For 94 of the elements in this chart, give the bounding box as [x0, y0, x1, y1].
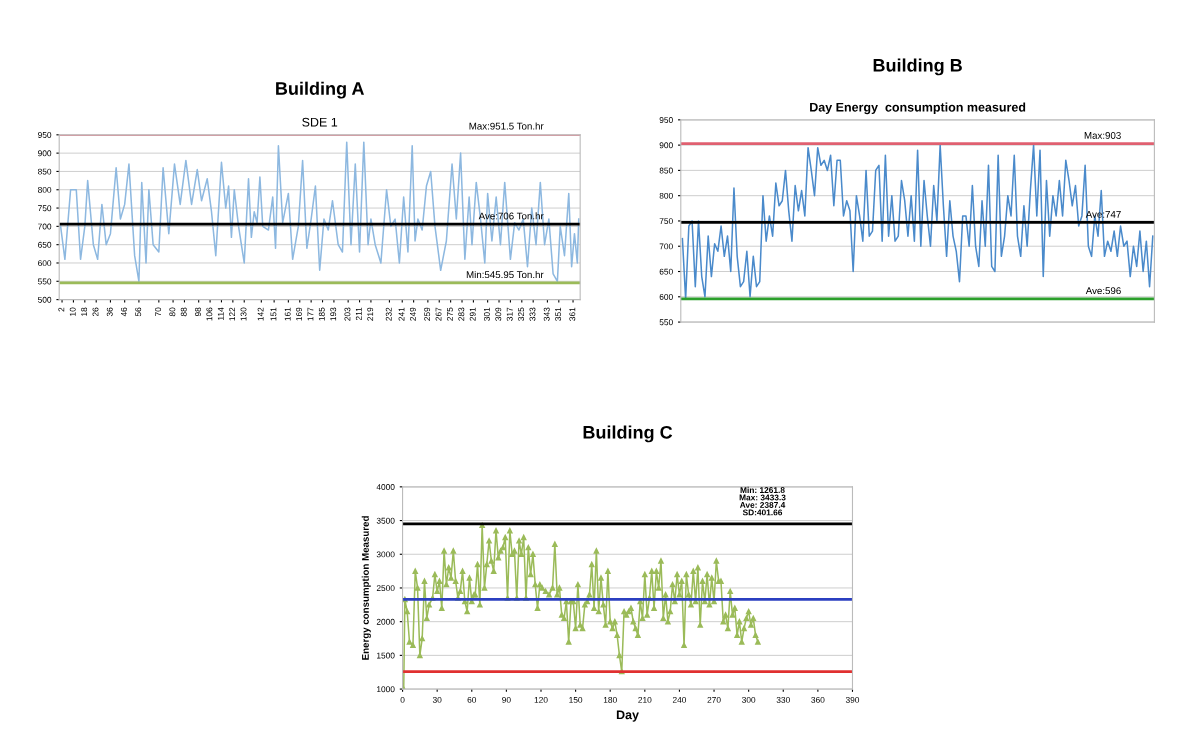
- ref-line-label: Min:545.95 Ton.hr: [466, 270, 544, 279]
- y-tick-label: 550: [659, 319, 673, 326]
- x-tick-label: 98: [195, 307, 201, 317]
- x-tick-label: 309: [495, 307, 502, 321]
- x-tick-label: 232: [385, 307, 392, 321]
- x-tick-label: 122: [229, 307, 236, 321]
- y-tick-label: 550: [37, 278, 52, 285]
- x-tick-label: 46: [121, 307, 127, 317]
- x-tick-label: 36: [106, 307, 113, 317]
- x-tick-label: 88: [180, 307, 187, 317]
- x-tick-label: 361: [569, 307, 576, 321]
- y-tick-label: 900: [38, 150, 52, 157]
- y-tick-label: 800: [38, 186, 52, 193]
- x-tick-label: 60: [467, 696, 477, 703]
- x-tick-label: 317: [506, 307, 513, 321]
- x-tick-label: 343: [543, 307, 550, 321]
- y-tick-label: 750: [38, 205, 52, 212]
- x-tick-label: 185: [318, 307, 325, 321]
- y-tick-label: 900: [659, 142, 673, 149]
- x-tick-label: 267: [435, 307, 442, 321]
- y-tick-label: 950: [38, 132, 52, 138]
- x-tick-label: 120: [534, 696, 548, 703]
- chart-title: Building B: [873, 58, 962, 76]
- x-tick-label: 0: [400, 696, 405, 703]
- y-tick-label: 600: [659, 293, 673, 300]
- x-tick-label: 106: [206, 307, 213, 321]
- x-tick-label: 30: [432, 696, 442, 703]
- x-tick-label: 211: [355, 307, 362, 321]
- x-tick-label: 177: [307, 307, 314, 321]
- x-tick-label: 351: [555, 307, 562, 321]
- x-tick-label: 142: [257, 307, 264, 321]
- y-tick-label: 950: [659, 117, 673, 123]
- x-tick-label: 333: [529, 307, 536, 321]
- x-tick-label: 203: [344, 307, 351, 321]
- x-tick-label: 390: [845, 696, 860, 703]
- y-tick-label: 800: [659, 192, 673, 199]
- y-tick-label: 700: [659, 243, 673, 250]
- ref-line-label: Ave:706 Ton.hr: [478, 212, 544, 220]
- y-tick-label: 650: [38, 241, 52, 248]
- chart-subtitle: SDE 1: [302, 117, 338, 127]
- x-tick-label: 301: [483, 307, 490, 321]
- x-tick-label: 114: [217, 307, 224, 320]
- x-tick-label: 161: [284, 307, 291, 321]
- x-tick-label: 26: [92, 307, 99, 317]
- y-tick-label: 700: [38, 223, 52, 230]
- chart-title: Building A: [276, 81, 364, 99]
- y-tick-label: 1500: [377, 652, 395, 659]
- ref-line-label: Max:951.5 Ton.hr: [469, 122, 544, 130]
- x-tick-label: 241: [398, 307, 405, 321]
- x-tick-label: 150: [569, 696, 583, 703]
- y-tick-label: 850: [659, 167, 673, 174]
- x-tick-label: 360: [811, 696, 825, 703]
- chart-subtitle: Day Energy consumption measured: [810, 102, 1026, 115]
- annotation: Min: 1261.8 Max: 3433.3 Ave: 2387.4 SD:401.66: [739, 486, 786, 516]
- x-axis-title: Day: [616, 710, 639, 722]
- x-tick-label: 300: [742, 696, 756, 703]
- x-tick-label: 325: [518, 307, 525, 321]
- x-tick-label: 259: [424, 307, 431, 321]
- x-tick-label: 219: [367, 307, 374, 321]
- chart-title: Building C: [583, 425, 673, 443]
- x-tick-label: 193: [330, 307, 337, 321]
- y-tick-label: 2000: [376, 618, 395, 625]
- y-tick-label: 3000: [376, 551, 395, 558]
- y-tick-label: 4000: [376, 484, 395, 490]
- y-tick-label: 850: [38, 168, 52, 175]
- x-tick-label: 130: [240, 307, 247, 321]
- y-tick-label: 650: [659, 268, 673, 275]
- ref-line-label: Max:903: [1084, 132, 1121, 139]
- y-tick-label: 750: [659, 218, 673, 225]
- ref-line-label: Ave:596: [1085, 287, 1121, 295]
- y-tick-label: 600: [38, 260, 52, 267]
- x-tick-label: 151: [270, 307, 277, 321]
- x-tick-label: 10: [69, 307, 76, 316]
- x-tick-label: 210: [638, 696, 652, 703]
- x-tick-label: 180: [603, 696, 617, 703]
- x-tick-label: 169: [296, 307, 302, 321]
- x-tick-label: 330: [776, 696, 790, 703]
- x-tick-label: 2: [58, 307, 65, 312]
- x-tick-label: 56: [135, 307, 142, 317]
- x-tick-label: 18: [81, 307, 88, 316]
- x-tick-label: 291: [469, 307, 476, 321]
- y-axis-title: Energy consumption Measured: [361, 516, 371, 660]
- x-tick-label: 90: [502, 696, 511, 703]
- x-tick-label: 70: [155, 307, 162, 317]
- x-tick-label: 275: [446, 307, 453, 321]
- x-tick-label: 283: [458, 307, 465, 321]
- x-tick-label: 240: [672, 696, 687, 703]
- x-tick-label: 249: [409, 307, 416, 321]
- y-tick-label: 2500: [376, 585, 395, 592]
- y-tick-label: 3500: [376, 517, 395, 524]
- y-tick-label: 1000: [377, 686, 395, 693]
- x-tick-label: 80: [169, 307, 176, 317]
- y-tick-label: 500: [37, 296, 52, 303]
- x-tick-label: 270: [707, 696, 721, 703]
